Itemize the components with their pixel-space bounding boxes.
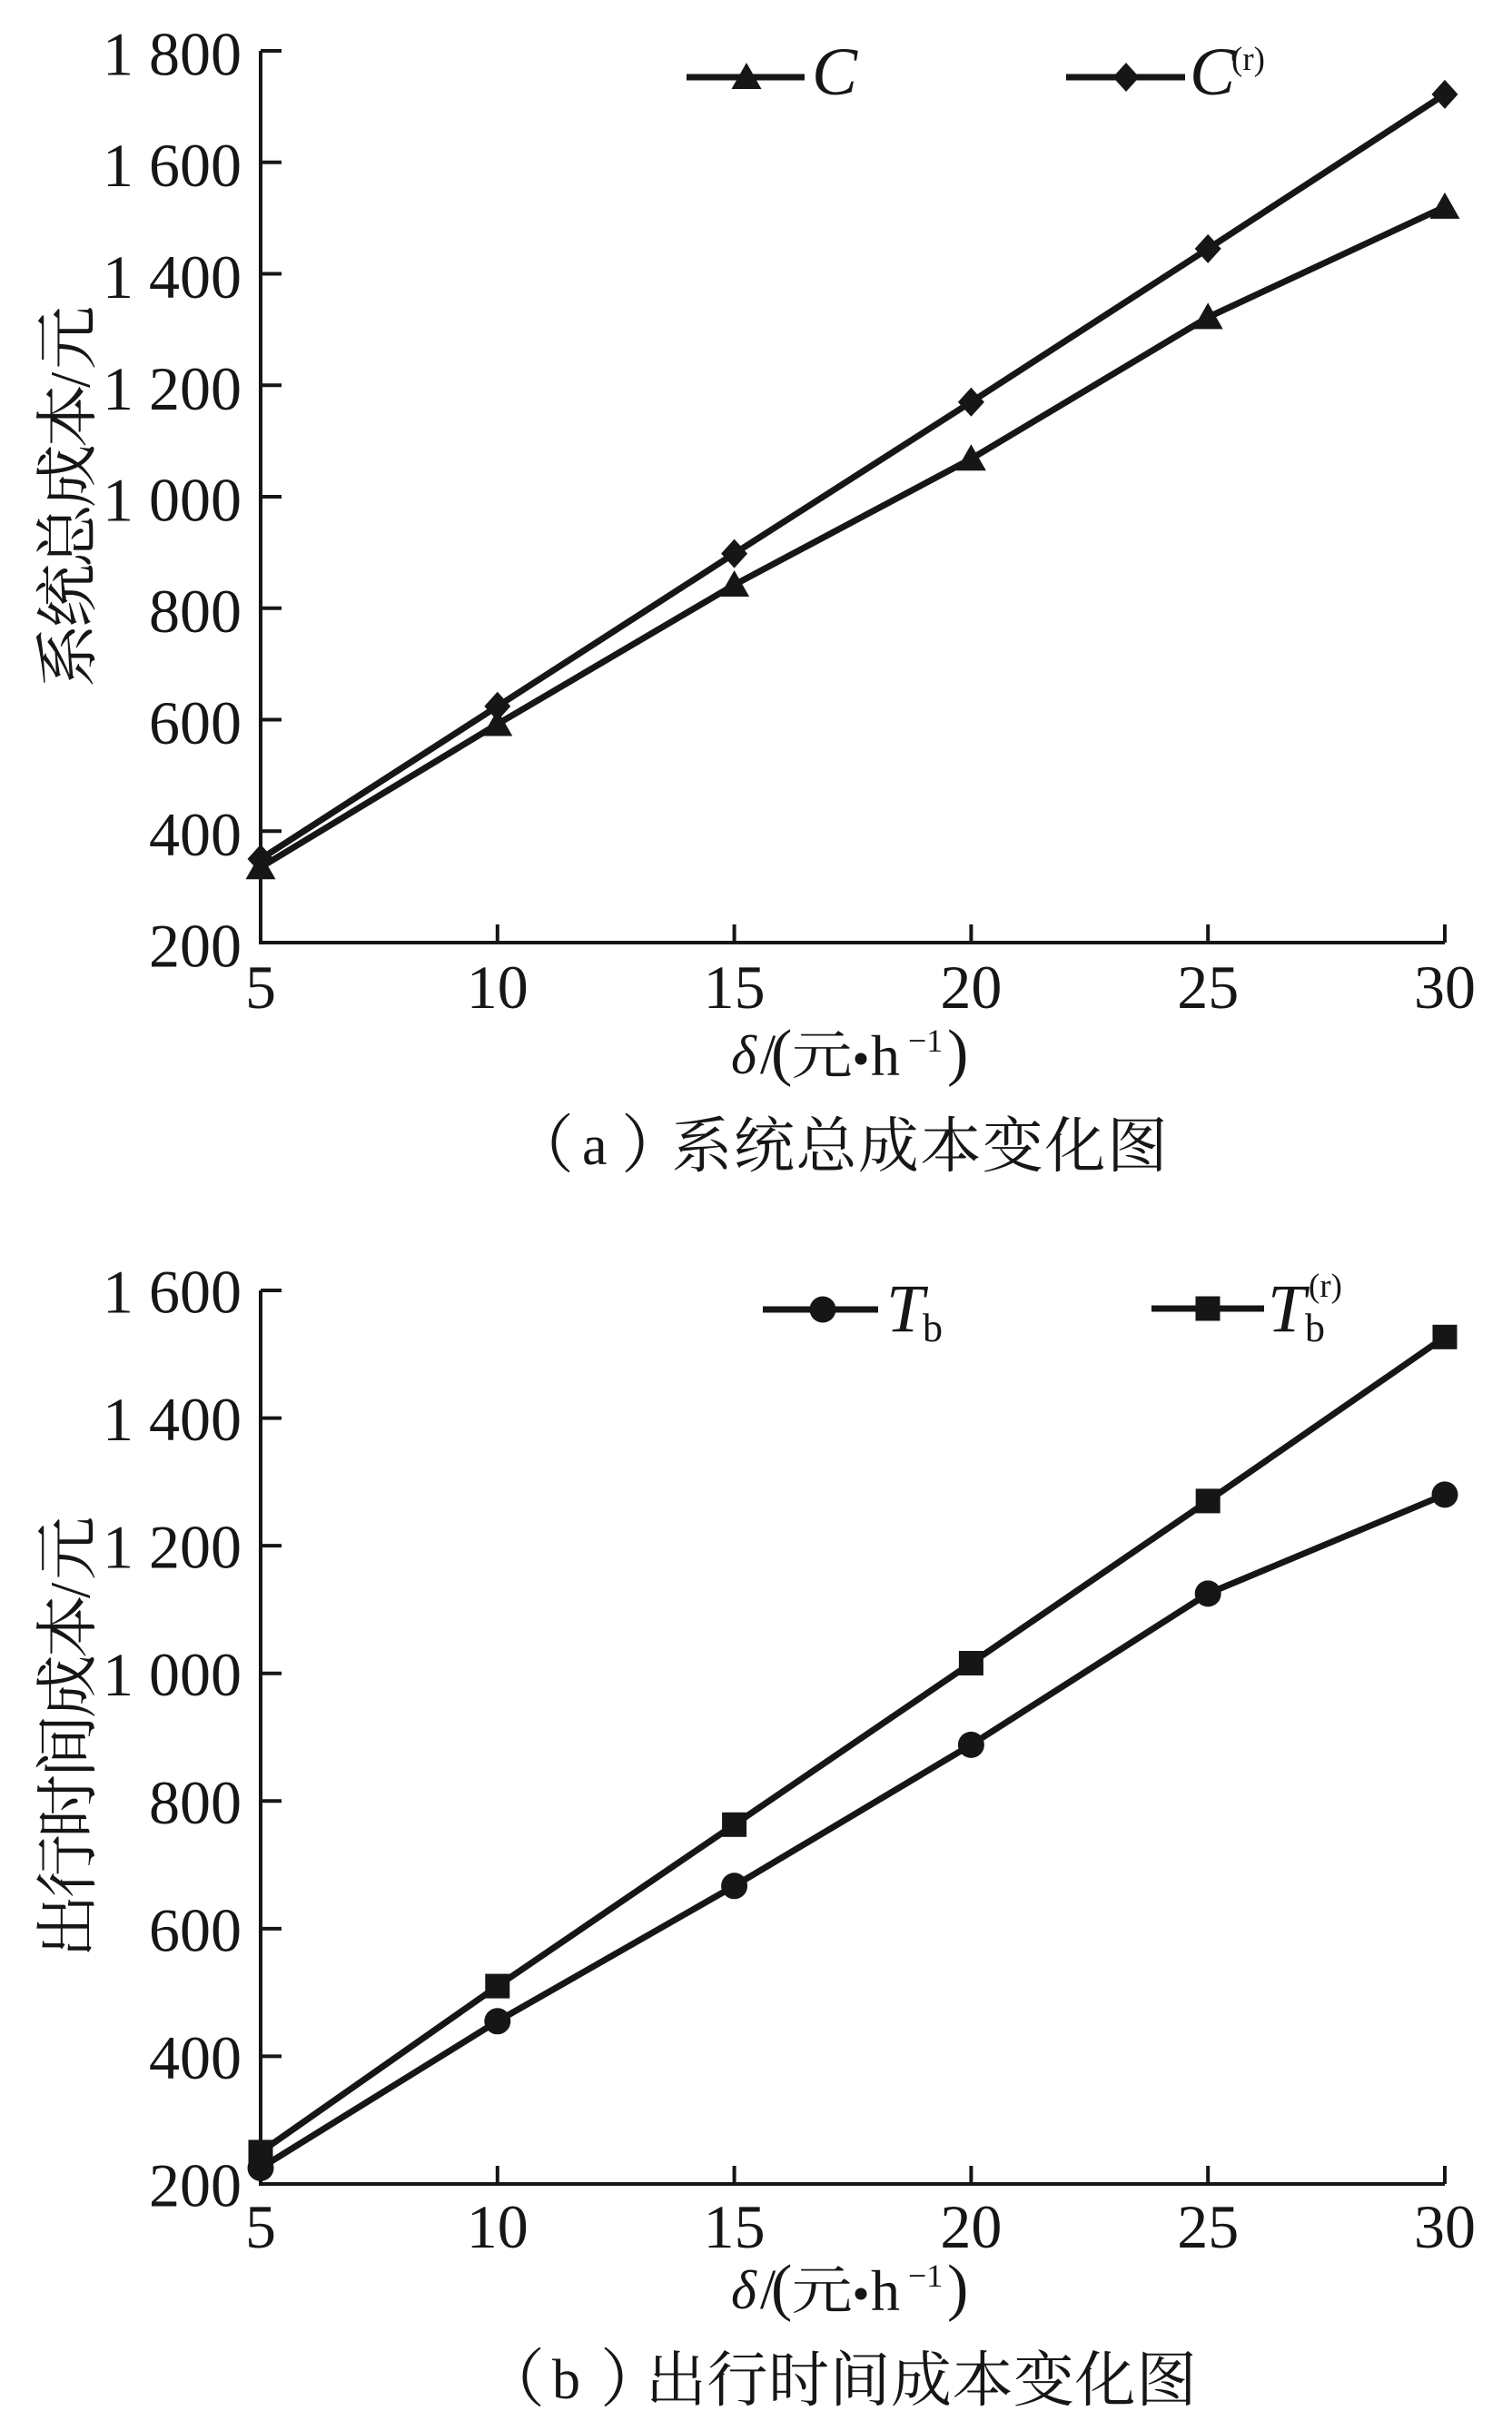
svg-text:−1: −1 bbox=[908, 2258, 943, 2294]
svg-text:25: 25 bbox=[1177, 2192, 1239, 2261]
svg-text:b: b bbox=[923, 1306, 943, 1350]
svg-text:1 600: 1 600 bbox=[103, 1258, 242, 1327]
svg-text:1 200: 1 200 bbox=[103, 1513, 242, 1582]
svg-text:15: 15 bbox=[704, 953, 766, 1022]
svg-text:600: 600 bbox=[149, 1895, 242, 1964]
svg-text:): ) bbox=[947, 2253, 968, 2323]
svg-text:200: 200 bbox=[149, 912, 242, 981]
svg-text:1 000: 1 000 bbox=[103, 466, 242, 535]
svg-text:−1: −1 bbox=[908, 1023, 943, 1059]
svg-text:1 200: 1 200 bbox=[103, 354, 242, 423]
svg-text:h: h bbox=[871, 2258, 900, 2323]
svg-text:30: 30 bbox=[1414, 2192, 1476, 2261]
svg-text:1 400: 1 400 bbox=[103, 1385, 242, 1454]
svg-text:1 600: 1 600 bbox=[103, 131, 242, 200]
svg-text:1 400: 1 400 bbox=[103, 242, 242, 311]
svg-text:a: a bbox=[582, 1115, 608, 1177]
svg-text:(: ( bbox=[771, 1018, 792, 1088]
svg-text:600: 600 bbox=[149, 688, 242, 757]
svg-text:200: 200 bbox=[149, 2151, 242, 2220]
svg-text:(: ( bbox=[771, 2253, 792, 2323]
svg-text:/: / bbox=[41, 371, 103, 388]
svg-text:800: 800 bbox=[149, 577, 242, 646]
svg-text:25: 25 bbox=[1177, 953, 1239, 1022]
svg-text:/: / bbox=[760, 1024, 776, 1086]
svg-text:T: T bbox=[1268, 1271, 1310, 1347]
svg-text:400: 400 bbox=[149, 2023, 242, 2092]
svg-text:15: 15 bbox=[704, 2192, 766, 2261]
svg-text:1 000: 1 000 bbox=[103, 1640, 242, 1709]
svg-text:(r): (r) bbox=[1231, 41, 1265, 78]
svg-text:/: / bbox=[760, 2259, 776, 2321]
svg-text:(r): (r) bbox=[1309, 1268, 1342, 1305]
svg-text:400: 400 bbox=[149, 800, 242, 869]
svg-text:C: C bbox=[812, 35, 858, 110]
svg-text:): ) bbox=[947, 1018, 968, 1088]
svg-text:C: C bbox=[1190, 35, 1236, 110]
svg-text:h: h bbox=[871, 1023, 900, 1088]
svg-text:10: 10 bbox=[467, 2192, 529, 2261]
svg-text:T: T bbox=[886, 1271, 929, 1347]
svg-text:1 800: 1 800 bbox=[103, 20, 242, 89]
svg-text:5: 5 bbox=[245, 953, 276, 1022]
svg-text:/: / bbox=[41, 1582, 103, 1598]
svg-text:5: 5 bbox=[245, 2192, 276, 2261]
svg-text:b: b bbox=[552, 2349, 580, 2411]
svg-text:800: 800 bbox=[149, 1768, 242, 1837]
svg-text:20: 20 bbox=[940, 2192, 1002, 2261]
svg-text:20: 20 bbox=[940, 953, 1002, 1022]
svg-text:b: b bbox=[1305, 1306, 1325, 1350]
svg-text:30: 30 bbox=[1414, 953, 1476, 1022]
svg-text:δ: δ bbox=[731, 1025, 757, 1085]
svg-text:10: 10 bbox=[467, 953, 529, 1022]
svg-text:δ: δ bbox=[731, 2260, 757, 2320]
